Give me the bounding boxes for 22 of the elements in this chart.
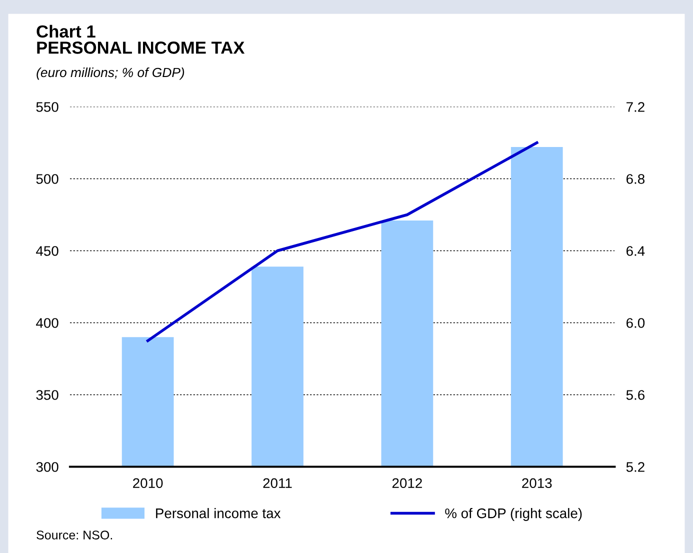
y2-tick-label: 6.4 — [626, 246, 645, 256]
legend-label: % of GDP (right scale) — [445, 508, 582, 521]
y2-tick-label: 7.2 — [626, 102, 644, 112]
y-tick-label: 400 — [36, 318, 58, 328]
x-tick-label: 2010 — [133, 478, 163, 488]
y-tick-label: 500 — [36, 174, 58, 184]
x-tick-label: 2012 — [392, 478, 422, 488]
x-tick-label: 2011 — [263, 478, 292, 488]
y2-tick-label: 5.2 — [626, 462, 644, 472]
y2-tick-label: 6.8 — [626, 174, 645, 184]
chart-title: Chart 1 PERSONAL INCOME TAX — [36, 24, 245, 54]
line-series — [146, 141, 538, 342]
y2-tick-label: 5.6 — [626, 390, 644, 400]
chart-subtitle: (euro millions; % of GDP) — [36, 67, 184, 80]
y-tick-label: 450 — [36, 246, 58, 256]
y-tick-label: 350 — [36, 390, 58, 400]
y2-tick-label: 6.0 — [626, 318, 645, 328]
y-tick-label: 300 — [36, 462, 58, 472]
legend-label: Personal income tax — [156, 508, 281, 518]
source-note: Source: NSO. — [36, 530, 112, 540]
x-tick-label: 2013 — [522, 478, 552, 488]
y-tick-label: 550 — [36, 102, 58, 112]
